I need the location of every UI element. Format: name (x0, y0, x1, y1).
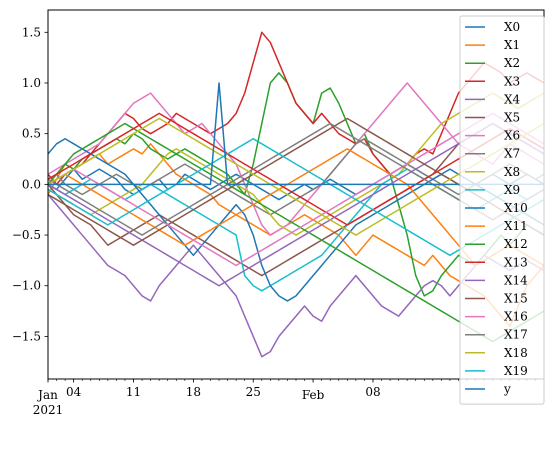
legend-label-X6: X6 (504, 129, 520, 143)
legend-label-X7: X7 (504, 147, 520, 161)
x-major-tick-label: Jan (36, 388, 58, 402)
x-tick-label: 18 (186, 385, 201, 399)
legend-label-X18: X18 (504, 346, 528, 360)
legend-label-X2: X2 (504, 56, 520, 70)
legend-box (459, 15, 545, 405)
legend-label-X9: X9 (504, 183, 520, 197)
y-tick-label: 1.5 (22, 25, 41, 39)
legend-label-X4: X4 (504, 92, 521, 106)
legend-label-X14: X14 (504, 273, 528, 287)
legend-label-X0: X0 (504, 20, 520, 34)
legend-label-X5: X5 (504, 111, 520, 125)
y-tick-label: 1.0 (22, 76, 41, 90)
x-tick-label: 04 (66, 385, 82, 399)
x-major-tick-label: Feb (302, 388, 325, 402)
legend-label-X17: X17 (504, 328, 528, 342)
legend-label-X1: X1 (504, 38, 520, 52)
y-tick-label: 0.5 (22, 127, 41, 141)
x-major-tick-sublabel: 2021 (33, 403, 64, 417)
legend-label-y: y (503, 382, 511, 396)
legend-label-X15: X15 (504, 292, 528, 306)
legend-label-X3: X3 (504, 74, 520, 88)
y-tick-label: −0.5 (12, 228, 41, 242)
y-axis: 1.5 1.0 0.5 0.0 −0.5 −1.0 −1.5 (12, 25, 48, 343)
y-tick-label: −1.5 (12, 329, 41, 343)
x-tick-label: 11 (126, 385, 141, 399)
legend-label-X12: X12 (504, 237, 528, 251)
y-tick-label: −1.0 (12, 279, 41, 293)
legend-label-X16: X16 (504, 310, 528, 324)
legend-label-X10: X10 (504, 201, 528, 215)
legend: X0 X1 X2 X3 X4 X5 X6 X7 X8 X9 X10 X11 X12 X13 X14 X15 X1… (459, 15, 545, 405)
y-tick-label: 0.0 (22, 177, 41, 191)
legend-label-X8: X8 (504, 165, 520, 179)
legend-label-X13: X13 (504, 255, 528, 269)
legend-label-X19: X19 (504, 364, 528, 378)
x-tick-label: 08 (365, 385, 380, 399)
legend-label-X11: X11 (504, 219, 528, 233)
x-tick-label: 25 (246, 385, 261, 399)
